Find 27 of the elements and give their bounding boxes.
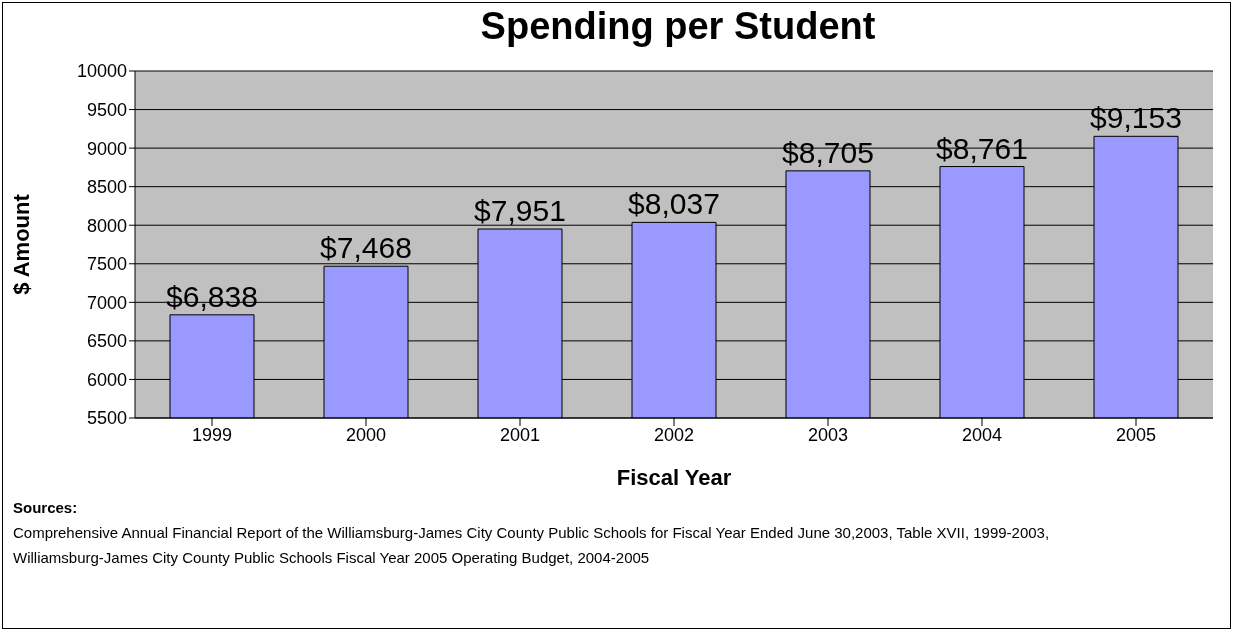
x-tick-label: 2000 — [345, 424, 387, 445]
y-tick-label: 9500 — [86, 99, 127, 120]
y-tick-label: 6500 — [86, 331, 127, 352]
text: Williamsburg-James City County Public Schools Fiscal Year 2005 Operating Budget, 2004-2005 — [13, 548, 651, 568]
x-tick-label: 2003 — [807, 424, 849, 445]
y-tick-label: 9000 — [86, 138, 127, 159]
data-label: $8,037 — [628, 187, 720, 221]
chart-title: Spending per Student — [479, 5, 877, 48]
x-axis-title: Fiscal Year — [616, 465, 732, 490]
x-tick-label: 2004 — [961, 424, 1003, 445]
x-tick-label: 2005 — [1115, 424, 1157, 445]
y-tick-label: 10000 — [76, 61, 127, 82]
y-tick-label: 5500 — [86, 408, 127, 429]
data-label: $9,153 — [1090, 101, 1182, 135]
text: Comprehensive Annual Financial Report of the Williamsburg-James City County Public Schools for Fiscal Year Ended June 30,2003, Table XVII, 1999-2003, — [13, 523, 1051, 543]
y-axis-title: $ Amount — [8, 193, 34, 295]
data-label: $7,468 — [320, 231, 412, 265]
y-tick-label: 7500 — [86, 254, 127, 275]
x-tick-label: 1999 — [191, 424, 233, 445]
x-tick-label: 2001 — [499, 424, 541, 445]
y-tick-label: 7000 — [86, 292, 127, 313]
source-note: Sources: — [13, 498, 79, 518]
data-label: $7,951 — [474, 194, 566, 227]
x-tick-label: 2002 — [653, 424, 695, 445]
y-tick-label: 8000 — [86, 215, 127, 236]
y-tick-label: 8500 — [86, 177, 127, 198]
y-tick-label: 6000 — [86, 369, 127, 390]
